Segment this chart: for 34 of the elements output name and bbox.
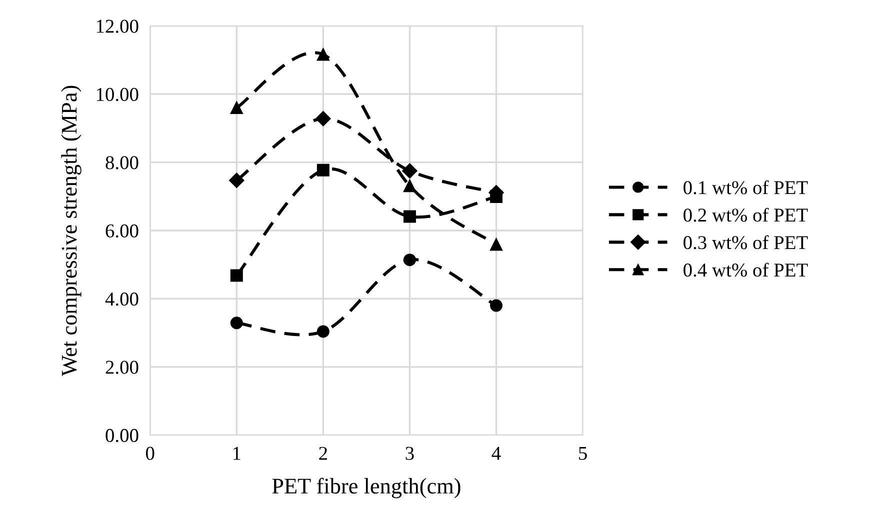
y-tick-label: 2.00 — [106, 360, 138, 374]
y-tick-label: 12.00 — [96, 20, 138, 33]
point — [316, 48, 330, 61]
point — [316, 111, 331, 126]
legend-label: 0.3 wt% of PET — [684, 235, 808, 250]
point — [490, 190, 502, 203]
point — [403, 180, 416, 192]
y-tick-label: 10.00 — [96, 88, 138, 102]
legend-label: 0.1 wt% of PET — [684, 180, 808, 194]
point — [230, 269, 243, 282]
point — [490, 299, 502, 312]
point — [229, 172, 244, 188]
point — [316, 325, 330, 338]
y-tick-label: 8.00 — [106, 156, 138, 170]
x-tick-label: 1 — [233, 446, 240, 460]
x-tick-label: 0 — [146, 446, 154, 460]
y-tick-label: 6.00 — [106, 224, 138, 238]
x-tick-label: 2 — [319, 446, 327, 460]
x-tick-label: 3 — [406, 446, 414, 460]
y-tick-label: 0.00 — [106, 428, 138, 442]
y-axis-title: Wet compressive strength (MPa) — [61, 86, 82, 376]
point — [403, 210, 416, 223]
x-tick-label: 5 — [579, 446, 587, 460]
x-tick-label: 4 — [492, 446, 501, 460]
legend-label: 0.2 wt% of PET — [684, 208, 808, 222]
point — [316, 164, 330, 176]
point — [403, 254, 416, 266]
point — [402, 163, 418, 178]
point — [490, 238, 502, 251]
y-tick-label: 4.00 — [105, 292, 138, 306]
point — [230, 316, 243, 330]
x-axis-title: PET fibre length(cm) — [272, 478, 460, 498]
point — [230, 101, 243, 114]
legend-label: 0.4 wt% of PET — [684, 262, 808, 277]
